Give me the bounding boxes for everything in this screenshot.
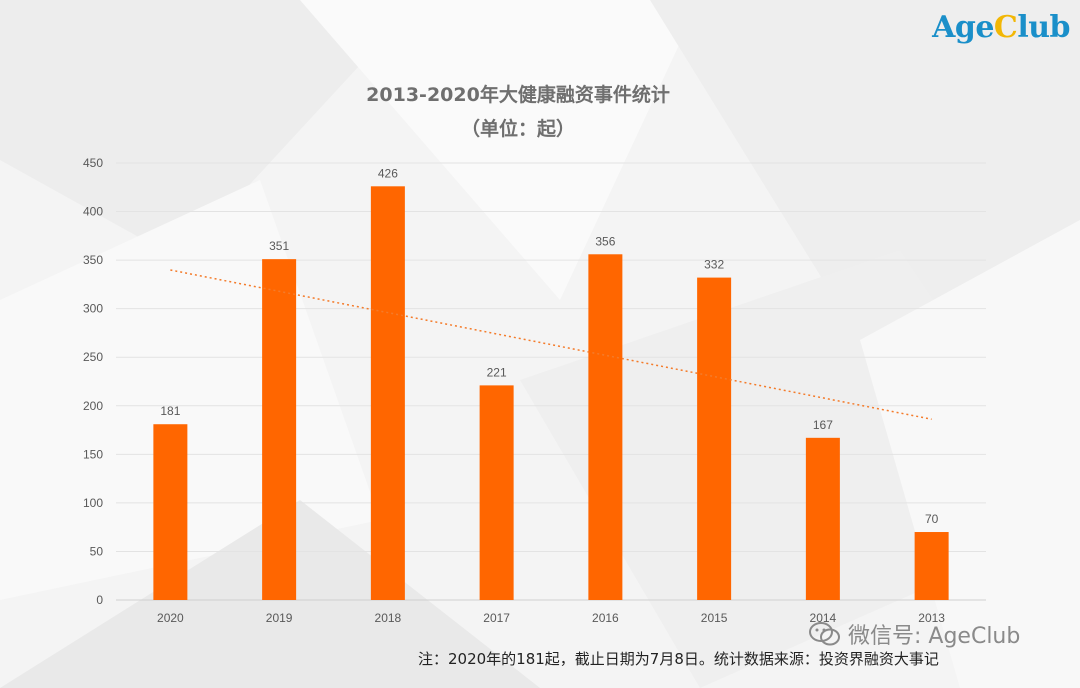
y-tick-label: 100 (83, 496, 103, 510)
data-label: 426 (378, 166, 398, 180)
wechat-icon (809, 622, 840, 646)
wechat-watermark: 微信号: AgeClub (808, 618, 1020, 650)
bar (479, 385, 514, 600)
bar (805, 437, 840, 600)
chart-subtitle: （单位：起） (460, 118, 575, 140)
x-tick-label: 2014 (810, 611, 837, 625)
footnote: 注：2020年的181起，截止日期为7月8日。统计数据来源：投资界融资大事记 (418, 650, 939, 668)
bar (153, 424, 188, 600)
bar (370, 186, 405, 600)
x-tick-label: 2013 (918, 611, 945, 625)
y-tick-label: 400 (83, 205, 103, 219)
bar (697, 277, 732, 600)
y-tick-label: 200 (83, 399, 103, 413)
data-label: 351 (269, 239, 289, 253)
y-tick-label: 0 (96, 593, 103, 607)
data-label: 70 (925, 512, 939, 526)
y-tick-label: 150 (83, 447, 103, 461)
y-tick-label: 300 (83, 302, 103, 316)
data-label: 221 (487, 365, 507, 379)
y-tick-label: 350 (83, 253, 103, 267)
y-tick-label: 450 (83, 156, 103, 170)
x-tick-label: 2018 (375, 611, 402, 625)
x-tick-label: 2016 (592, 611, 619, 625)
bar (262, 259, 297, 600)
x-tick-label: 2020 (157, 611, 184, 625)
chart-title: 2013-2020年大健康融资事件统计 (366, 84, 670, 106)
x-tick-label: 2015 (701, 611, 728, 625)
bar (914, 532, 949, 600)
watermark-text: 微信号: AgeClub (848, 624, 1021, 649)
x-tick-label: 2019 (266, 611, 293, 625)
y-tick-label: 50 (90, 544, 104, 558)
bar (588, 254, 623, 601)
y-tick-label: 250 (83, 350, 103, 364)
x-tick-label: 2017 (483, 611, 510, 625)
ageclub-logo: AgeClub (932, 10, 1070, 45)
data-label: 181 (160, 404, 180, 418)
trendline (170, 269, 932, 420)
data-label: 167 (813, 418, 833, 432)
data-label: 356 (595, 234, 615, 248)
data-label: 332 (704, 258, 724, 272)
